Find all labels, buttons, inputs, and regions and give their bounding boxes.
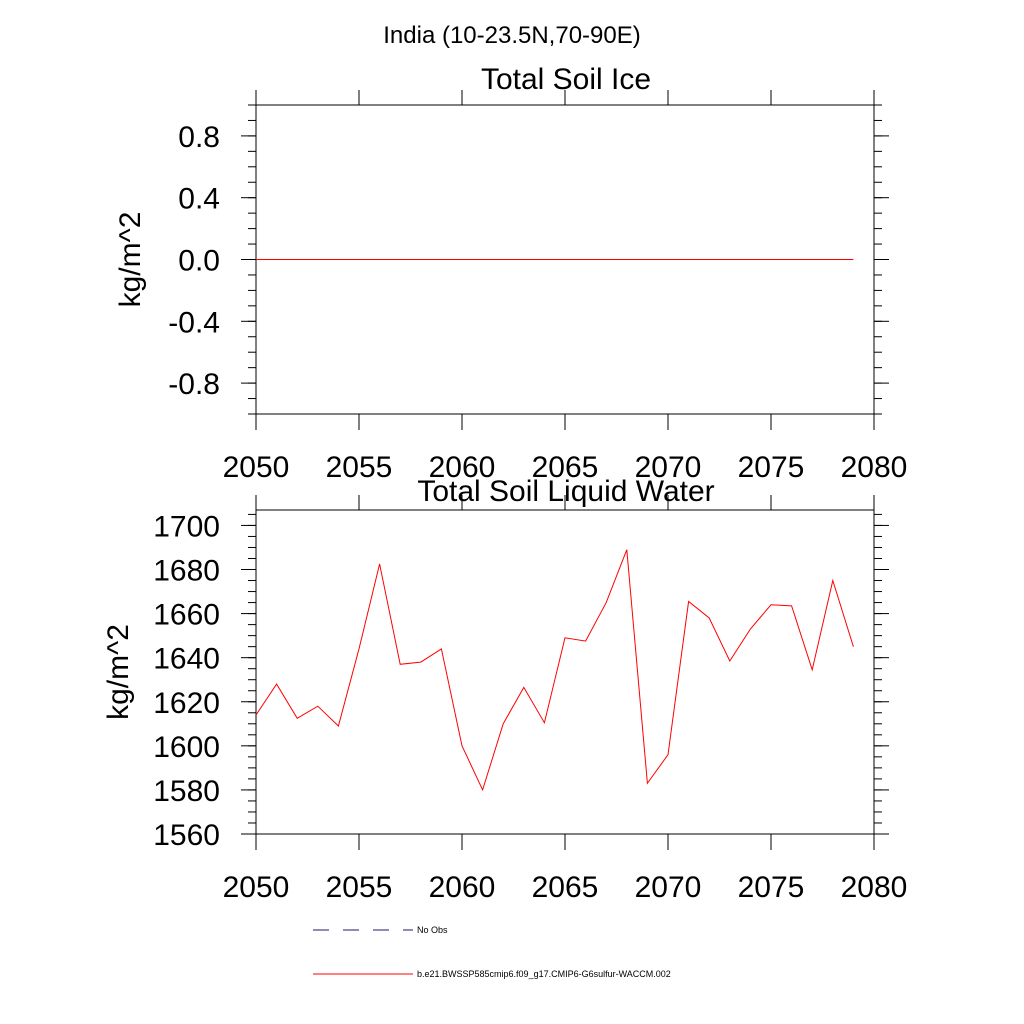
ticks-soil-liquid-water: [241, 495, 889, 850]
y-tick-label: 0.0: [178, 245, 220, 278]
panel-title-soil-liquid-water: Total Soil Liquid Water: [417, 475, 714, 508]
legend-model-label: b.e21.BWSSP585cmip6.f09_g17.CMIP6-G6sulf…: [417, 969, 671, 979]
y-tick-label: 1580: [153, 775, 220, 808]
tick-labels-soil-liquid-water: 2050 2055 2060 2065 2070 2075 2080 1700 1680 1660…: [153, 510, 907, 904]
x-tick-label: 2065: [532, 451, 599, 484]
y-tick-label: -0.8: [168, 368, 220, 401]
x-tick-label: 2060: [429, 871, 496, 904]
y-tick-label: 1600: [153, 731, 220, 764]
plot-frame-soil-liquid-water: [255, 509, 875, 835]
legend-obs-label: No Obs: [417, 925, 448, 935]
panel-soil-ice: Total Soil Ice 2050 2055 2060 2065 2070 2075 2…: [114, 63, 907, 484]
tick-labels-soil-ice: 2050 2055 2060 2065 2070 2075 2080 0.8 0.4 0.0 -0.…: [168, 121, 907, 484]
y-axis-label-soil-liquid-water: kg/m^2: [102, 624, 135, 720]
x-tick-label: 2050: [223, 871, 290, 904]
series-soil-liquid-water: [255, 549, 854, 792]
y-tick-label: 1700: [153, 510, 220, 543]
series-line: [255, 549, 854, 792]
y-tick-label: 1560: [153, 819, 220, 852]
x-tick-label: 2080: [841, 451, 908, 484]
y-tick-label: 0.4: [178, 183, 220, 216]
x-tick-label: 2070: [635, 871, 702, 904]
x-tick-label: 2080: [841, 871, 908, 904]
y-tick-label: -0.4: [168, 306, 220, 339]
x-tick-label: 2055: [326, 871, 393, 904]
x-tick-label: 2055: [326, 451, 393, 484]
y-tick-label: 1620: [153, 687, 220, 720]
x-tick-label: 2050: [223, 451, 290, 484]
x-tick-label: 2075: [738, 451, 805, 484]
ticks-soil-ice: [241, 90, 889, 430]
x-tick-label: 2075: [738, 871, 805, 904]
panel-soil-liquid-water: Total Soil Liquid Water 2050 2055 2060 2065…: [102, 475, 907, 904]
y-tick-label: 0.8: [178, 121, 220, 154]
y-tick-label: 1660: [153, 599, 220, 632]
x-tick-label: 2060: [429, 451, 496, 484]
y-tick-label: 1680: [153, 555, 220, 588]
x-tick-label: 2070: [635, 451, 702, 484]
panel-title-soil-ice: Total Soil Ice: [481, 63, 651, 96]
y-axis-label-soil-ice: kg/m^2: [114, 212, 147, 308]
y-tick-label: 1640: [153, 643, 220, 676]
x-tick-label: 2065: [532, 871, 599, 904]
page-title: India (10-23.5N,70-90E): [383, 22, 640, 49]
legend: No Obs b.e21.BWSSP585cmip6.f09_g17.CMIP6…: [313, 925, 671, 979]
